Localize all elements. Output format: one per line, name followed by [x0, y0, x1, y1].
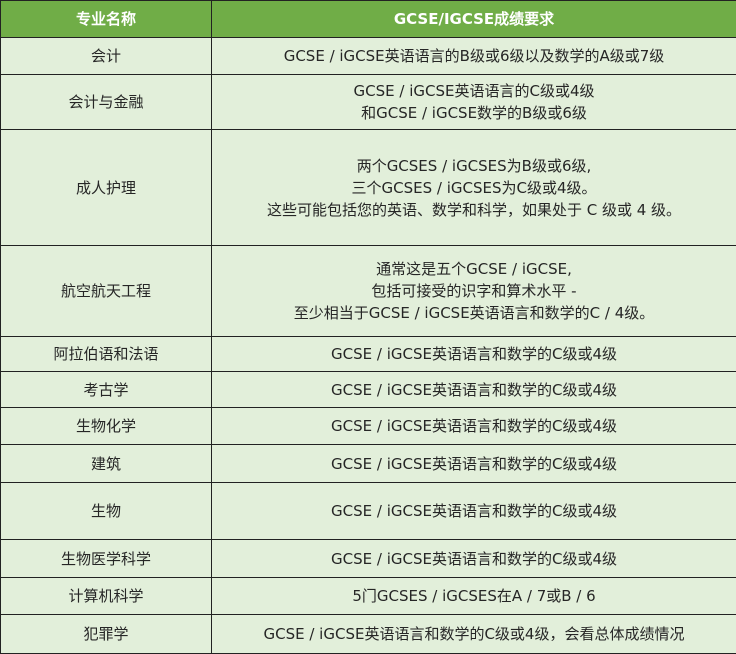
table-row: 犯罪学 GCSE / iGCSE英语语言和数学的C级或4级，会看总体成绩情况 — [0, 614, 736, 654]
table-row: 计算机科学 5门GCSES / iGCSES在A / 7或B / 6 — [0, 577, 736, 615]
major-cell: 计算机科学 — [0, 577, 212, 615]
major-cell: 会计与金融 — [0, 74, 212, 130]
table-row: 生物化学 GCSE / iGCSE英语语言和数学的C级或4级 — [0, 407, 736, 445]
major-cell: 生物医学科学 — [0, 539, 212, 578]
major-cell: 生物 — [0, 482, 212, 540]
requirement-cell: GCSE / iGCSE英语语言和数学的C级或4级 — [211, 482, 736, 540]
header-major: 专业名称 — [0, 0, 212, 38]
table-row: 生物 GCSE / iGCSE英语语言和数学的C级或4级 — [0, 482, 736, 540]
requirement-cell: GCSE / iGCSE英语语言的C级或4级 和GCSE / iGCSE数学的B… — [211, 74, 736, 130]
table-row: 考古学 GCSE / iGCSE英语语言和数学的C级或4级 — [0, 371, 736, 408]
major-cell: 建筑 — [0, 444, 212, 483]
table-row: 会计与金融 GCSE / iGCSE英语语言的C级或4级 和GCSE / iGCS… — [0, 74, 736, 130]
table-row: 成人护理 两个GCSES / iGCSES为B级或6级, 三个GCSES / iG… — [0, 129, 736, 246]
major-cell: 阿拉伯语和法语 — [0, 336, 212, 372]
requirement-cell: 两个GCSES / iGCSES为B级或6级, 三个GCSES / iGCSES… — [211, 129, 736, 246]
requirement-cell: GCSE / iGCSE英语语言和数学的C级或4级 — [211, 407, 736, 445]
major-cell: 成人护理 — [0, 129, 212, 246]
table-row: 生物医学科学 GCSE / iGCSE英语语言和数学的C级或4级 — [0, 539, 736, 578]
table-row: 航空航天工程 通常这是五个GCSE / iGCSE, 包括可接受的识字和算术水平 … — [0, 245, 736, 337]
requirement-cell: 5门GCSES / iGCSES在A / 7或B / 6 — [211, 577, 736, 615]
requirement-cell: GCSE / iGCSE英语语言和数学的C级或4级 — [211, 371, 736, 408]
requirement-cell: GCSE / iGCSE英语语言和数学的C级或4级 — [211, 336, 736, 372]
major-cell: 犯罪学 — [0, 614, 212, 654]
requirement-cell: 通常这是五个GCSE / iGCSE, 包括可接受的识字和算术水平 - 至少相当… — [211, 245, 736, 337]
requirement-cell: GCSE / iGCSE英语语言和数学的C级或4级 — [211, 444, 736, 483]
requirement-cell: GCSE / iGCSE英语语言和数学的C级或4级，会看总体成绩情况 — [211, 614, 736, 654]
header-row: 专业名称 GCSE/IGCSE成绩要求 — [0, 0, 736, 38]
header-requirement: GCSE/IGCSE成绩要求 — [211, 0, 736, 38]
table-row: 会计 GCSE / iGCSE英语语言的B级或6级以及数学的A级或7级 — [0, 37, 736, 75]
major-cell: 会计 — [0, 37, 212, 75]
requirement-cell: GCSE / iGCSE英语语言的B级或6级以及数学的A级或7级 — [211, 37, 736, 75]
table-row: 建筑 GCSE / iGCSE英语语言和数学的C级或4级 — [0, 444, 736, 483]
major-cell: 航空航天工程 — [0, 245, 212, 337]
requirement-cell: GCSE / iGCSE英语语言和数学的C级或4级 — [211, 539, 736, 578]
table-row: 阿拉伯语和法语 GCSE / iGCSE英语语言和数学的C级或4级 — [0, 336, 736, 372]
major-cell: 生物化学 — [0, 407, 212, 445]
major-cell: 考古学 — [0, 371, 212, 408]
